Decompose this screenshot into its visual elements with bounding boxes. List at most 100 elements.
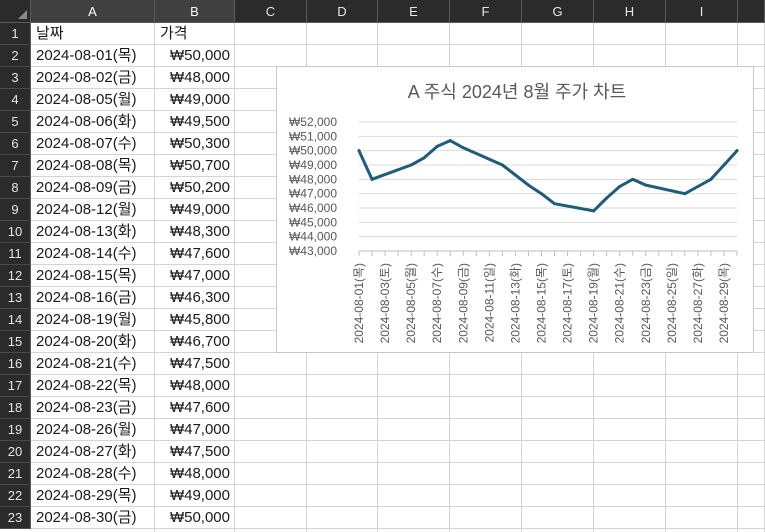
cell-B13[interactable]: ₩46,300 — [169, 289, 230, 306]
column-header-B[interactable]: B — [155, 0, 235, 23]
data-point — [618, 185, 622, 188]
column-header-E[interactable]: E — [378, 0, 450, 23]
column-header-G[interactable]: G — [522, 0, 594, 23]
cell-B12[interactable]: ₩47,000 — [169, 267, 230, 284]
data-point — [683, 192, 687, 196]
x-tick-label: 2024-08-15(목) — [534, 263, 548, 343]
column-header-C[interactable]: C — [235, 0, 307, 23]
data-point — [735, 149, 739, 153]
data-point — [357, 149, 361, 153]
row-header-20[interactable]: 20 — [0, 441, 31, 463]
cell-B1[interactable]: 가격 — [160, 25, 188, 42]
data-point — [709, 177, 713, 181]
row-header-22[interactable]: 22 — [0, 485, 31, 507]
row-header-1[interactable]: 1 — [0, 23, 31, 45]
row-header-23[interactable]: 23 — [0, 507, 31, 529]
column-header-F[interactable]: F — [450, 0, 522, 23]
cell-B16[interactable]: ₩47,500 — [169, 355, 230, 372]
row-header-7[interactable]: 7 — [0, 155, 31, 177]
row-header-14[interactable]: 14 — [0, 309, 31, 331]
cell-B4[interactable]: ₩49,000 — [169, 91, 230, 108]
column-header-D[interactable]: D — [307, 0, 378, 23]
cell-B15[interactable]: ₩46,700 — [169, 333, 230, 350]
cell-A1[interactable]: 날짜 — [36, 25, 64, 42]
row-header-11[interactable]: 11 — [0, 243, 31, 265]
x-tick-label: 2024-08-21(수) — [613, 263, 627, 343]
column-header-A[interactable]: A — [31, 0, 155, 23]
cell-A2[interactable]: 2024-08-01(목) — [36, 47, 137, 64]
column-header-overflow[interactable] — [738, 0, 765, 23]
row-header-18[interactable]: 18 — [0, 397, 31, 419]
cell-B8[interactable]: ₩50,200 — [169, 179, 230, 196]
cell-B18[interactable]: ₩47,600 — [169, 399, 230, 416]
row-header-13[interactable]: 13 — [0, 287, 31, 309]
cell-B11[interactable]: ₩47,600 — [169, 245, 230, 262]
select-all-button[interactable] — [0, 0, 31, 23]
x-tick-label: 2024-08-29(목) — [717, 263, 731, 343]
row-header-16[interactable]: 16 — [0, 353, 31, 375]
cell-B23[interactable]: ₩50,000 — [169, 509, 230, 526]
cell-A6[interactable]: 2024-08-07(수) — [36, 135, 137, 152]
row-header-17[interactable]: 17 — [0, 375, 31, 397]
cell-B20[interactable]: ₩47,500 — [169, 443, 230, 460]
row-header-21[interactable]: 21 — [0, 463, 31, 485]
cell-A4[interactable]: 2024-08-05(월) — [36, 91, 137, 108]
row-header-8[interactable]: 8 — [0, 177, 31, 199]
x-tick-label: 2024-08-03(토) — [378, 263, 392, 343]
cell-B5[interactable]: ₩49,500 — [169, 113, 230, 130]
cell-B19[interactable]: ₩47,000 — [169, 421, 230, 438]
cell-A13[interactable]: 2024-08-16(금) — [36, 289, 137, 306]
cell-B14[interactable]: ₩45,800 — [169, 311, 230, 328]
cell-A8[interactable]: 2024-08-09(금) — [36, 179, 137, 196]
column-header-I[interactable]: I — [666, 0, 738, 23]
data-point — [696, 185, 700, 188]
cell-B10[interactable]: ₩48,300 — [169, 223, 230, 240]
row-header-19[interactable]: 19 — [0, 419, 31, 441]
column-header-H[interactable]: H — [594, 0, 666, 23]
cell-B3[interactable]: ₩48,000 — [169, 69, 230, 86]
line-chart[interactable]: A 주식 2024년 8월 주가 차트 ₩52,000 ₩51,000 ₩50,00… — [276, 66, 754, 353]
cell-A3[interactable]: 2024-08-02(금) — [36, 69, 137, 86]
cell-A21[interactable]: 2024-08-28(수) — [36, 465, 137, 482]
data-point — [461, 146, 465, 150]
cell-A10[interactable]: 2024-08-13(화) — [36, 223, 137, 240]
data-point — [605, 196, 609, 200]
cell-A15[interactable]: 2024-08-20(화) — [36, 333, 137, 350]
cell-A16[interactable]: 2024-08-21(수) — [36, 355, 137, 372]
cell-B6[interactable]: ₩50,300 — [169, 135, 230, 152]
gridline-horizontal — [31, 418, 765, 419]
row-header-4[interactable]: 4 — [0, 89, 31, 111]
cell-A17[interactable]: 2024-08-22(목) — [36, 377, 137, 394]
row-header-2[interactable]: 2 — [0, 45, 31, 67]
y-tick-label: ₩43,000 — [289, 244, 337, 258]
cell-A5[interactable]: 2024-08-06(화) — [36, 113, 137, 130]
row-header-6[interactable]: 6 — [0, 133, 31, 155]
cell-B21[interactable]: ₩48,000 — [169, 465, 230, 482]
row-header-9[interactable]: 9 — [0, 199, 31, 221]
cell-A11[interactable]: 2024-08-14(수) — [36, 245, 137, 262]
gridline-horizontal — [31, 528, 765, 529]
row-header-12[interactable]: 12 — [0, 265, 31, 287]
cell-B22[interactable]: ₩49,000 — [169, 487, 230, 504]
cell-A22[interactable]: 2024-08-29(목) — [36, 487, 137, 504]
row-header-15[interactable]: 15 — [0, 331, 31, 353]
cell-B2[interactable]: ₩50,000 — [169, 47, 230, 64]
row-header-10[interactable]: 10 — [0, 221, 31, 243]
cell-A9[interactable]: 2024-08-12(월) — [36, 201, 137, 218]
x-tick-label: 2024-08-19(월) — [587, 263, 601, 343]
x-tick-label: 2024-08-27(화) — [691, 263, 705, 343]
row-header-5[interactable]: 5 — [0, 111, 31, 133]
cell-A18[interactable]: 2024-08-23(금) — [36, 399, 137, 416]
cell-B9[interactable]: ₩49,000 — [169, 201, 230, 218]
cell-A14[interactable]: 2024-08-19(월) — [36, 311, 137, 328]
row-header-3[interactable]: 3 — [0, 67, 31, 89]
cell-A20[interactable]: 2024-08-27(화) — [36, 443, 137, 460]
cell-B7[interactable]: ₩50,700 — [169, 157, 230, 174]
gridline-horizontal — [31, 374, 765, 375]
cell-A12[interactable]: 2024-08-15(목) — [36, 267, 137, 284]
cell-B17[interactable]: ₩48,000 — [169, 377, 230, 394]
cell-A23[interactable]: 2024-08-30(금) — [36, 509, 137, 526]
data-point — [448, 139, 452, 143]
cell-A19[interactable]: 2024-08-26(월) — [36, 421, 137, 438]
cell-A7[interactable]: 2024-08-08(목) — [36, 157, 137, 174]
